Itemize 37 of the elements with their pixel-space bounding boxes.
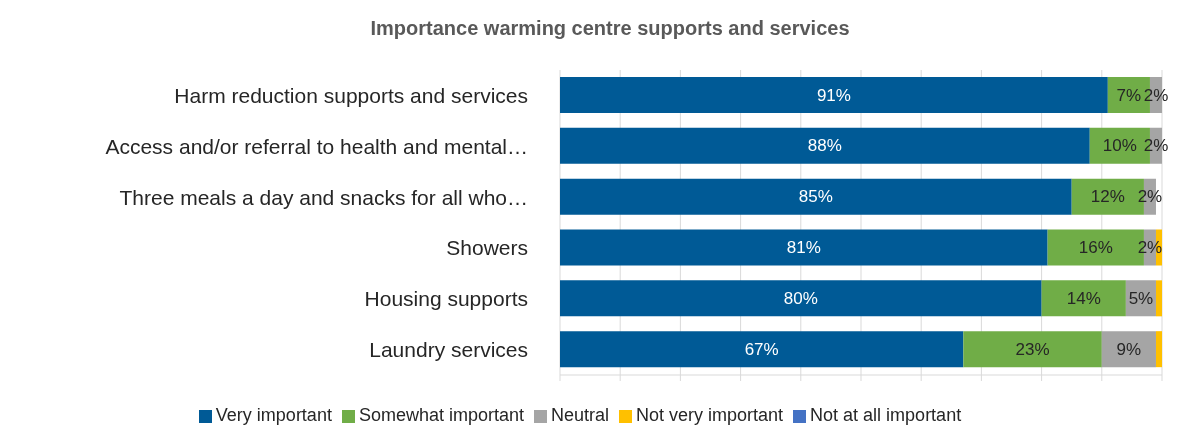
data-label: 10% — [1102, 136, 1137, 156]
legend-label: Not at all important — [810, 405, 962, 425]
y-tick-label: Three meals a day and snacks for all who… — [119, 185, 528, 209]
legend-label: Not very important — [636, 405, 784, 425]
data-label: 88% — [807, 136, 842, 156]
data-label: 12% — [1090, 187, 1125, 207]
bar — [560, 127, 1090, 164]
bar — [1101, 331, 1156, 368]
bar — [560, 77, 1108, 113]
data-label: 5% — [1128, 288, 1154, 308]
data-label: 67% — [744, 339, 779, 359]
data-label: 81% — [786, 238, 821, 257]
data-label: 9% — [1116, 339, 1142, 359]
data-label: 80% — [783, 288, 818, 308]
data-label: 23% — [1015, 339, 1050, 359]
data-label: 14% — [1066, 288, 1101, 308]
chart-title: Importance warming centre supports and services — [369, 16, 851, 41]
bar — [560, 331, 964, 368]
bar — [560, 178, 1072, 215]
data-label: 85% — [798, 187, 833, 207]
data-label: 91% — [816, 85, 851, 105]
bar — [1041, 280, 1126, 317]
bar — [560, 280, 1042, 317]
y-tick-label: Access and/or referral to health and mental… — [105, 134, 528, 158]
legend-label: Very important — [215, 405, 332, 425]
bar — [1155, 331, 1162, 368]
y-tick-label: Harm reduction supports and services — [174, 83, 528, 107]
y-tick-label: Housing supports — [364, 287, 528, 311]
bar — [560, 229, 1048, 266]
legend-label: Somewhat important — [358, 405, 524, 425]
data-label: 16% — [1078, 238, 1113, 257]
bar — [963, 331, 1102, 368]
data-label: 7% — [1116, 85, 1142, 105]
legend-label: Neutral — [550, 405, 610, 425]
y-tick-label: Showers — [446, 236, 528, 260]
bar — [1155, 280, 1162, 317]
y-tick-label: Laundry services — [369, 338, 528, 362]
